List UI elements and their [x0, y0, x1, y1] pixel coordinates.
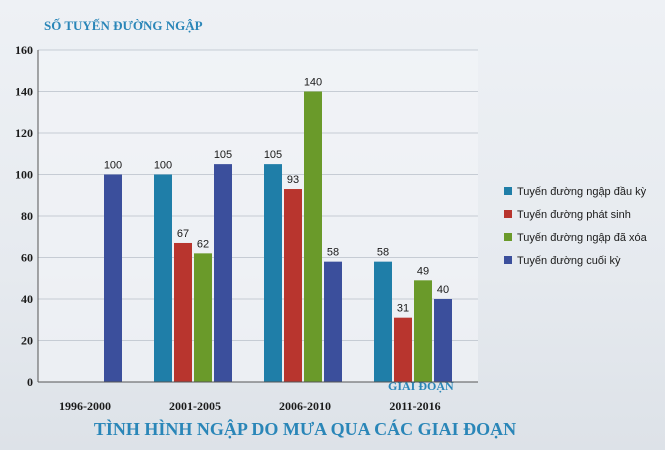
bar — [374, 261, 392, 382]
legend-item: Tuyến đường cuối kỳ — [517, 255, 621, 267]
x-axis-ticks: 1996-2000 2001-2005 2006-2010 2011-2016 — [59, 399, 441, 413]
bar — [174, 242, 192, 382]
bars — [104, 91, 452, 382]
y-axis-title: SỐ TUYẾN ĐƯỜNG NGẬP — [44, 18, 203, 33]
data-label: 100 — [104, 160, 122, 172]
data-label: 105 — [214, 149, 232, 161]
legend-swatch — [504, 210, 512, 218]
data-label: 62 — [197, 238, 209, 250]
data-label: 67 — [177, 228, 189, 240]
data-label: 58 — [327, 247, 339, 259]
data-labels: 100 100 67 62 105 105 93 140 58 58 31 49 40 — [104, 77, 449, 315]
data-label: 140 — [304, 77, 322, 89]
bar — [434, 299, 452, 382]
bar — [194, 253, 212, 382]
legend-swatch — [504, 256, 512, 264]
data-label: 58 — [377, 247, 389, 259]
data-label: 93 — [287, 174, 299, 186]
y-tick-label: 120 — [15, 126, 33, 140]
y-tick-label: 60 — [21, 251, 33, 265]
x-tick-label: 2011-2016 — [389, 399, 440, 413]
bar — [284, 189, 302, 382]
data-label: 105 — [264, 149, 282, 161]
y-tick-label: 20 — [21, 334, 33, 348]
y-axis-ticks: 0 20 40 60 80 100 120 140 160 — [15, 43, 33, 389]
bar — [394, 317, 412, 382]
bar — [104, 174, 122, 382]
bar — [414, 280, 432, 382]
bar — [154, 174, 172, 382]
chart-title: TÌNH HÌNH NGẬP DO MƯA QUA CÁC GIAI ĐOẠN — [94, 418, 516, 439]
y-tick-label: 140 — [15, 85, 33, 99]
y-tick-label: 40 — [21, 292, 33, 306]
x-tick-label: 1996-2000 — [59, 399, 111, 413]
legend-item: Tuyến đường phát sinh — [517, 209, 631, 221]
bar — [324, 261, 342, 382]
y-tick-label: 80 — [21, 209, 33, 223]
x-tick-label: 2006-2010 — [279, 399, 331, 413]
y-tick-label: 0 — [27, 375, 33, 389]
legend-swatch — [504, 233, 512, 241]
y-tick-label: 100 — [15, 168, 33, 182]
data-label: 49 — [417, 265, 429, 277]
legend-item: Tuyến đường ngập đầu kỳ — [517, 186, 647, 198]
bar — [304, 91, 322, 382]
x-tick-label: 2001-2005 — [169, 399, 221, 413]
legend: Tuyến đường ngập đầu kỳ Tuyến đường phát … — [504, 186, 648, 267]
x-axis-title: GIAI ĐOẠN — [388, 379, 454, 393]
bar — [214, 164, 232, 382]
data-label: 40 — [437, 284, 449, 296]
legend-item: Tuyến đường ngập đã xóa — [517, 232, 648, 244]
data-label: 31 — [397, 303, 409, 315]
y-tick-label: 160 — [15, 43, 33, 57]
bar — [264, 164, 282, 382]
legend-swatch — [504, 187, 512, 195]
data-label: 100 — [154, 160, 172, 172]
